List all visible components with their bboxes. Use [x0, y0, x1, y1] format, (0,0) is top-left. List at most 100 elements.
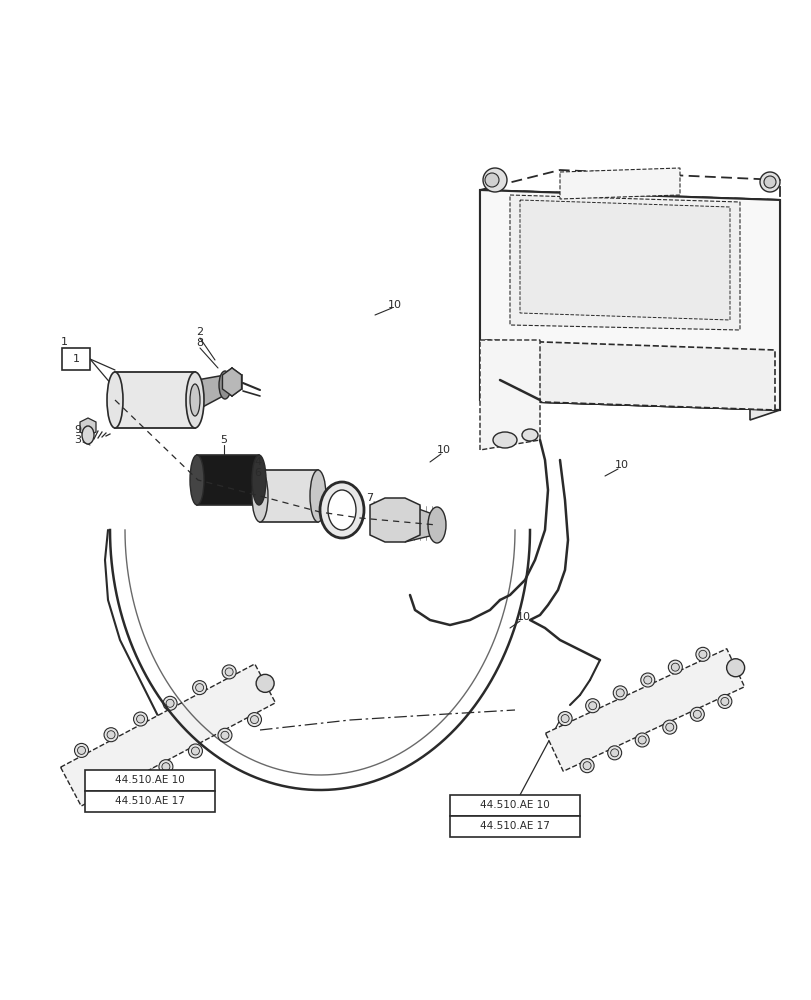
Ellipse shape	[107, 372, 122, 428]
Circle shape	[643, 676, 651, 684]
Text: 7: 7	[366, 493, 373, 503]
Circle shape	[585, 699, 599, 713]
Circle shape	[610, 749, 618, 757]
Circle shape	[616, 689, 624, 697]
Circle shape	[161, 763, 169, 771]
Text: 10: 10	[436, 445, 450, 455]
Circle shape	[582, 762, 590, 770]
Circle shape	[689, 707, 703, 721]
Text: 10: 10	[388, 300, 401, 310]
Ellipse shape	[219, 371, 230, 399]
Circle shape	[75, 743, 88, 757]
Polygon shape	[260, 470, 318, 522]
Circle shape	[77, 746, 85, 754]
Polygon shape	[197, 455, 259, 505]
Ellipse shape	[310, 470, 325, 522]
Text: 10: 10	[517, 612, 530, 622]
Polygon shape	[519, 200, 729, 320]
Circle shape	[103, 794, 111, 802]
Polygon shape	[222, 368, 241, 396]
Circle shape	[107, 731, 115, 739]
Text: 1: 1	[72, 354, 79, 364]
Circle shape	[607, 746, 621, 760]
Circle shape	[557, 712, 572, 726]
Circle shape	[759, 172, 779, 192]
Ellipse shape	[492, 432, 517, 448]
Circle shape	[698, 650, 706, 658]
Circle shape	[192, 681, 206, 695]
Polygon shape	[405, 504, 437, 542]
Ellipse shape	[251, 455, 266, 505]
Text: 6: 6	[254, 468, 261, 478]
Circle shape	[133, 712, 148, 726]
Circle shape	[255, 674, 274, 692]
Text: 44.510.AE 10: 44.510.AE 10	[479, 800, 549, 810]
Circle shape	[247, 713, 261, 727]
Text: 4: 4	[254, 457, 261, 467]
Circle shape	[100, 791, 114, 805]
Circle shape	[717, 694, 731, 708]
Circle shape	[484, 173, 499, 187]
Bar	[449, 795, 579, 816]
Text: 8: 8	[196, 338, 204, 348]
Ellipse shape	[82, 426, 94, 444]
Circle shape	[579, 759, 594, 773]
Polygon shape	[749, 200, 779, 420]
Text: 3: 3	[75, 435, 81, 445]
Polygon shape	[560, 168, 679, 199]
Ellipse shape	[427, 507, 445, 543]
Bar	[85, 770, 215, 791]
Circle shape	[191, 747, 200, 755]
Polygon shape	[61, 664, 275, 806]
Circle shape	[136, 715, 144, 723]
Text: 2: 2	[196, 327, 204, 337]
Circle shape	[166, 699, 174, 707]
Circle shape	[217, 728, 232, 742]
Circle shape	[671, 663, 679, 671]
Circle shape	[693, 710, 701, 718]
Circle shape	[763, 176, 775, 188]
Ellipse shape	[251, 470, 268, 522]
Polygon shape	[115, 372, 195, 428]
Text: 5: 5	[221, 435, 227, 445]
Circle shape	[665, 723, 673, 731]
Circle shape	[612, 686, 626, 700]
Bar	[449, 816, 579, 837]
Circle shape	[159, 760, 173, 774]
Text: 9: 9	[75, 425, 81, 435]
Text: 1: 1	[61, 337, 67, 347]
Polygon shape	[80, 418, 96, 436]
Circle shape	[225, 668, 233, 676]
Circle shape	[720, 697, 728, 705]
Bar	[62, 348, 90, 370]
Circle shape	[560, 715, 569, 723]
Ellipse shape	[320, 482, 363, 538]
Circle shape	[132, 778, 140, 786]
Circle shape	[195, 684, 204, 692]
Circle shape	[250, 716, 258, 724]
Text: 44.510.AE 17: 44.510.AE 17	[115, 796, 185, 806]
Ellipse shape	[328, 490, 355, 530]
Circle shape	[667, 660, 681, 674]
Circle shape	[104, 728, 118, 742]
Polygon shape	[484, 340, 774, 410]
Polygon shape	[370, 498, 419, 542]
Circle shape	[222, 665, 236, 679]
Circle shape	[483, 168, 506, 192]
Circle shape	[129, 775, 144, 789]
Circle shape	[640, 673, 654, 687]
Bar	[85, 791, 215, 812]
Circle shape	[634, 733, 649, 747]
Circle shape	[188, 744, 202, 758]
Circle shape	[662, 720, 676, 734]
Polygon shape	[479, 340, 539, 450]
Text: 44.510.AE 17: 44.510.AE 17	[479, 821, 549, 831]
Circle shape	[163, 696, 177, 710]
Polygon shape	[479, 190, 539, 420]
Circle shape	[726, 659, 744, 677]
Circle shape	[588, 702, 596, 710]
Ellipse shape	[190, 455, 204, 505]
Circle shape	[695, 647, 709, 661]
Ellipse shape	[186, 372, 204, 428]
Ellipse shape	[521, 429, 538, 441]
